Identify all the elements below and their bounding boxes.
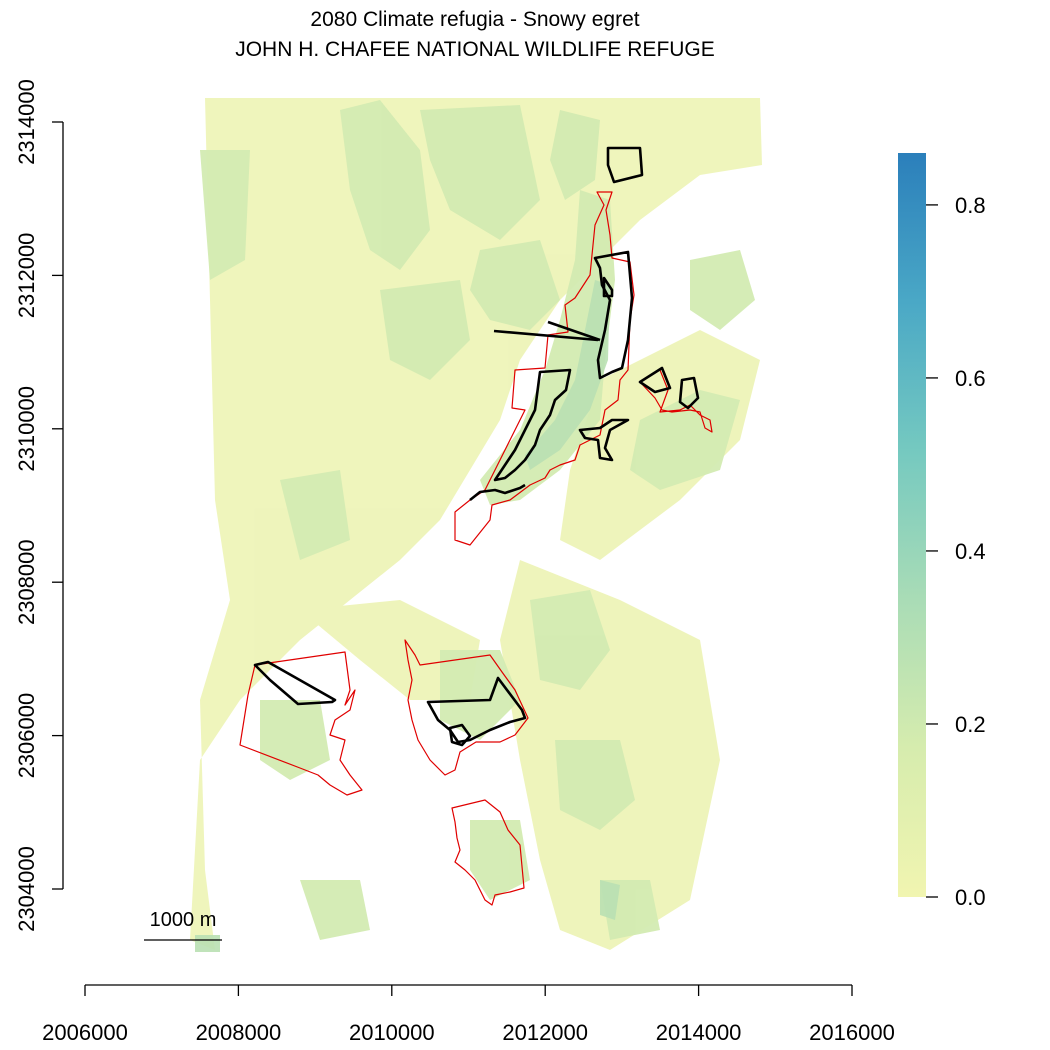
parcel-spine [493,368,572,482]
map-title-line2: JOHN H. CHAFEE NATIONAL WILDLIFE REFUGE [235,38,715,61]
colorbar-gradient [898,153,926,897]
parcel-sw-wedge [253,660,337,706]
refuge-boundary-southwest [239,651,363,796]
map-title-line1: 2080 Climate refugia - Snowy egret [310,8,639,31]
parcel-east-cluster [578,418,630,462]
refuge-boundary-south-central [404,639,529,776]
refugia-raster-layer [190,98,762,952]
parcel-sc-inner [448,723,472,747]
parcel-east-box [678,376,700,410]
x-tick-label: 2006000 [42,1020,128,1045]
y-tick-label: 2304000 [14,846,39,932]
y-tick-label: 2310000 [14,386,39,472]
colorbar-ticks: 0.0 0.2 0.4 0.6 0.8 [926,193,986,910]
parcel-boundary-layer [253,146,700,747]
y-tick-label: 2306000 [14,693,39,779]
colorbar-tick-label: 0.6 [955,366,986,391]
x-tick-label: 2014000 [656,1020,742,1045]
parcel-east-lake [638,366,672,394]
x-axis: 2006000 2008000 2010000 2012000 2014000 20160… [42,984,895,1045]
x-tick-label: 2016000 [809,1020,895,1045]
y-axis: 2304000 2306000 2308000 2310000 2312000 23140… [14,79,64,932]
refuge-boundary-south [451,799,525,906]
colorbar-tick-label: 0.2 [955,712,986,737]
x-tick-label: 2008000 [196,1020,282,1045]
parcel-line-west [493,329,599,342]
parcel-north-strip [593,250,634,380]
parcel-line-diag [547,320,601,342]
y-tick-label: 2314000 [14,79,39,165]
parcel-south-tail [469,483,526,502]
colorbar-tick-label: 0.0 [955,885,986,910]
colorbar-tick-label: 0.4 [955,539,986,564]
y-tick-label: 2312000 [14,233,39,319]
colorbar-tick-label: 0.8 [955,193,986,218]
parcel-north-box [606,146,644,184]
y-tick-label: 2308000 [14,539,39,625]
refuge-boundary-east [639,369,713,433]
scale-bar: 1000 m [144,909,222,941]
parcel-north-stub [602,276,614,298]
x-tick-label: 2012000 [502,1020,588,1045]
scale-bar-label: 1000 m [150,909,217,931]
x-tick-label: 2010000 [349,1020,435,1045]
parcel-sc-polygon [426,676,527,744]
colorbar-legend: 0.0 0.2 0.4 0.6 0.8 [898,153,986,910]
